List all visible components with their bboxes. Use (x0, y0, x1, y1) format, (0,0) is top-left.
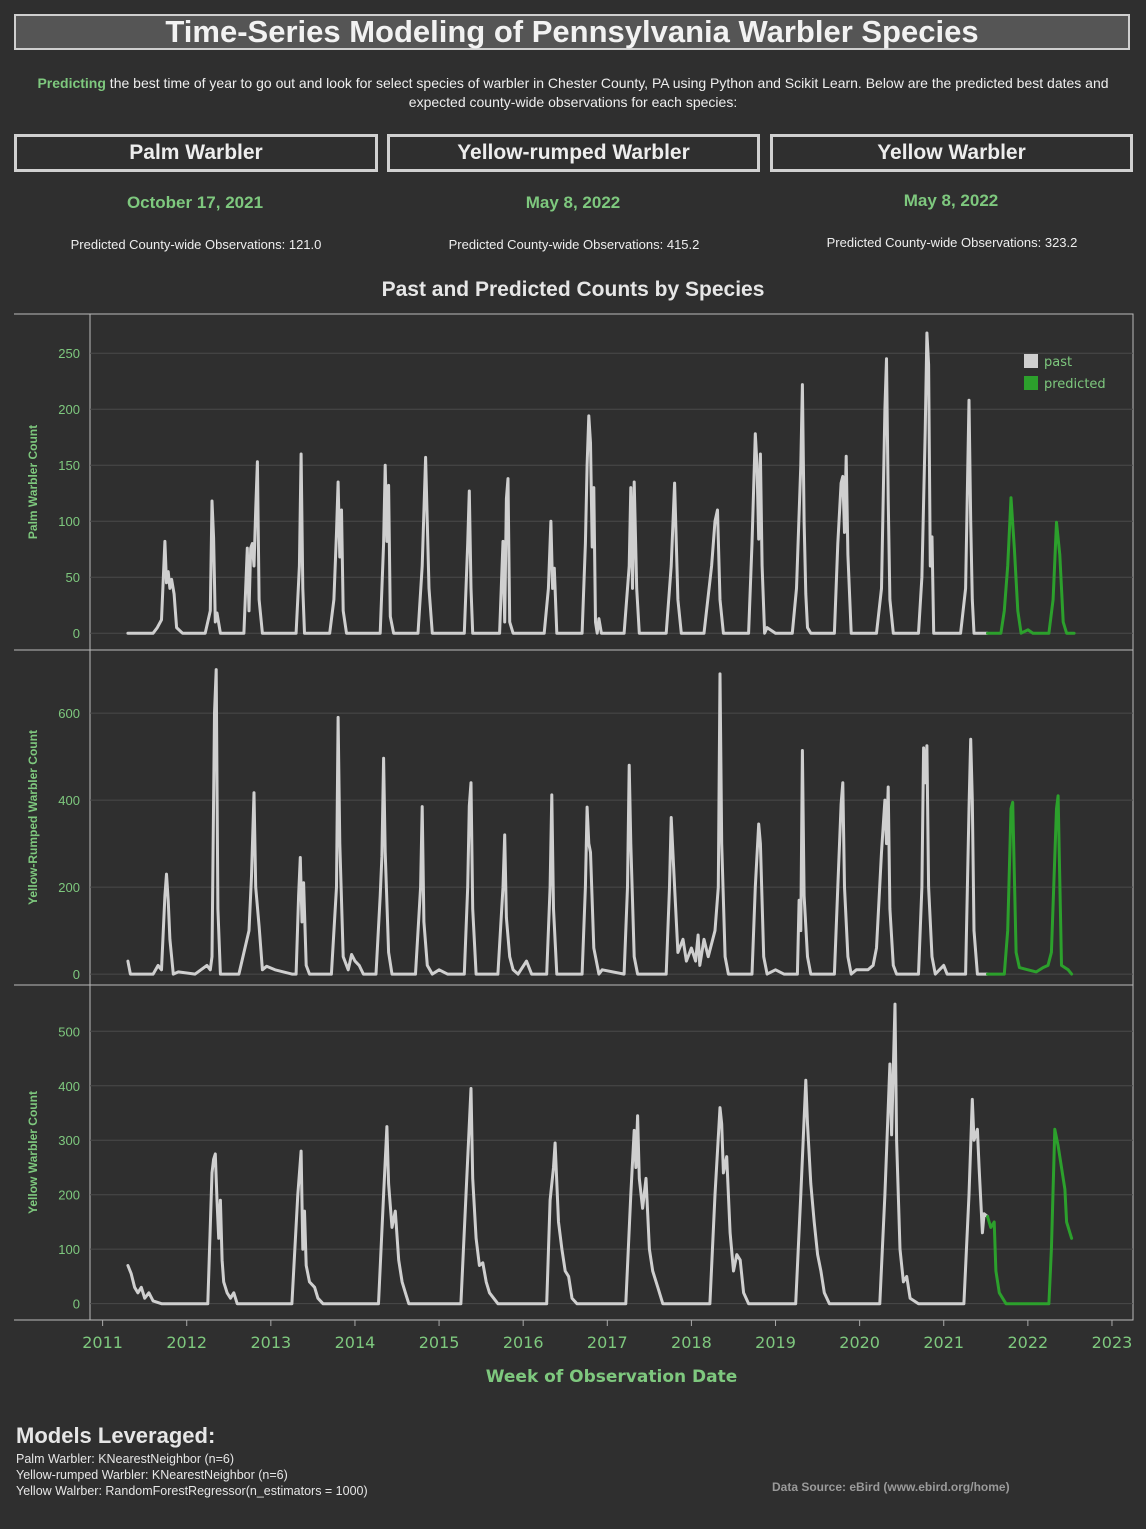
legend-swatch-past (1024, 354, 1038, 368)
x-tick-label: 2015 (419, 1333, 460, 1352)
y-axis-label: Yellow-Rumped Warbler Count (26, 730, 40, 905)
data-source: Data Source: eBird (www.ebird.org/home) (772, 1480, 1010, 1494)
y-tick-label: 50 (66, 570, 80, 585)
y-tick-label: 100 (58, 514, 80, 529)
x-tick-label: 2020 (839, 1333, 880, 1352)
series-line-predicted (986, 794, 1074, 976)
intro-text: Predicting the best time of year to go o… (14, 74, 1132, 112)
x-tick-label: 2019 (755, 1333, 796, 1352)
y-tick-label: 200 (58, 880, 80, 895)
intro-body: the best time of year to go out and look… (105, 75, 1109, 110)
y-tick-label: 500 (58, 1024, 80, 1039)
y-tick-label: 100 (58, 1242, 80, 1257)
series-line-predicted (986, 496, 1076, 635)
y-tick-label: 0 (73, 1297, 80, 1312)
x-tick-label: 2017 (587, 1333, 628, 1352)
best-date-yellow: May 8, 2022 (903, 191, 999, 210)
page-title: Time-Series Modeling of Pennsylvania War… (14, 14, 1130, 50)
x-tick-label: 2018 (671, 1333, 712, 1352)
x-axis-label: Week of Observation Date (486, 1367, 738, 1387)
y-tick-label: 0 (73, 967, 80, 982)
x-tick-label: 2022 (1007, 1333, 1048, 1352)
series-line-past (126, 331, 989, 635)
panel-frame (89, 649, 1134, 986)
series-line-past (126, 668, 989, 976)
y-tick-label: 400 (58, 793, 80, 808)
series-line-predicted (986, 1127, 1074, 1306)
chart-title: Past and Predicted Counts by Species (381, 278, 765, 301)
models-title: Models Leveraged: (16, 1423, 216, 1448)
best-date-yellow-rumped: May 8, 2022 (525, 193, 621, 212)
y-tick-label: 200 (58, 1188, 80, 1203)
species-card-yellow: Yellow Warbler (770, 134, 1133, 172)
predicted-obs-yellow: Predicted County-wide Observations: 323.… (826, 235, 1078, 250)
y-tick-label: 300 (58, 1133, 80, 1148)
x-tick-label: 2014 (335, 1333, 376, 1352)
model-yellow-rumped: Yellow-rumped Warbler: KNearestNeighbor … (16, 1468, 288, 1482)
y-tick-label: 250 (58, 346, 80, 361)
y-tick-label: 400 (58, 1079, 80, 1094)
legend-label-predicted: predicted (1044, 377, 1106, 392)
y-tick-label: 0 (73, 626, 80, 641)
series-line-past (126, 1002, 989, 1306)
x-tick-label: 2012 (166, 1333, 207, 1352)
model-palm: Palm Warbler: KNearestNeighbor (n=6) (16, 1452, 235, 1466)
x-tick-label: 2023 (1092, 1333, 1133, 1352)
x-tick-label: 2013 (250, 1333, 291, 1352)
intro-highlight: Predicting (37, 75, 106, 91)
legend-swatch-predicted (1024, 376, 1038, 390)
species-card-palm: Palm Warbler (14, 134, 378, 172)
panel-frame (89, 984, 1134, 1321)
legend-label-past: past (1044, 355, 1072, 370)
species-card-yellow-rumped: Yellow-rumped Warbler (387, 134, 760, 172)
model-yellow: Yellow Walrber: RandomForestRegressor(n_… (16, 1484, 368, 1498)
best-date-palm: October 17, 2021 (126, 193, 264, 212)
y-axis-label: Yellow Warbler Count (26, 1091, 40, 1214)
y-tick-label: 600 (58, 706, 80, 721)
predicted-obs-yellow-rumped: Predicted County-wide Observations: 415.… (448, 237, 700, 252)
y-tick-label: 200 (58, 402, 80, 417)
species-count-chart: 0 50 100 150 200 250 Palm Warbler Count past pre… (14, 313, 1134, 1387)
y-axis-label: Palm Warbler Count (26, 425, 40, 539)
x-tick-label: 2021 (923, 1333, 964, 1352)
x-tick-label: 2016 (503, 1333, 544, 1352)
predicted-obs-palm: Predicted County-wide Observations: 121.… (70, 237, 322, 252)
y-tick-label: 150 (58, 458, 80, 473)
x-tick-label: 2011 (82, 1333, 123, 1352)
